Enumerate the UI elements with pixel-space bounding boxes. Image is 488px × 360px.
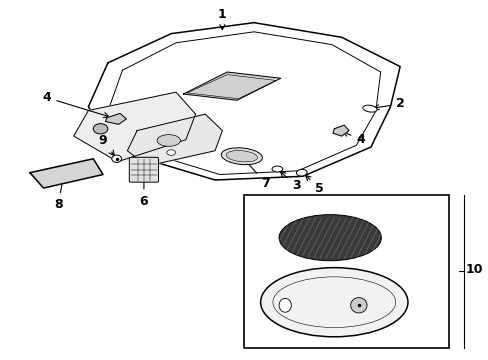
Ellipse shape bbox=[271, 166, 282, 172]
Ellipse shape bbox=[272, 277, 395, 328]
Text: 2: 2 bbox=[373, 98, 404, 111]
Ellipse shape bbox=[362, 105, 376, 112]
Polygon shape bbox=[127, 114, 222, 166]
Text: 12: 12 bbox=[362, 299, 400, 312]
Ellipse shape bbox=[225, 150, 257, 162]
Text: 10: 10 bbox=[465, 263, 483, 276]
Text: 7: 7 bbox=[244, 159, 269, 190]
Text: 11: 11 bbox=[364, 224, 404, 238]
Text: 6: 6 bbox=[139, 177, 148, 208]
Polygon shape bbox=[332, 125, 348, 136]
Polygon shape bbox=[183, 72, 280, 100]
Ellipse shape bbox=[260, 267, 407, 337]
Ellipse shape bbox=[296, 169, 306, 176]
Polygon shape bbox=[74, 92, 195, 162]
Polygon shape bbox=[30, 159, 103, 188]
Text: 3: 3 bbox=[280, 172, 300, 192]
Ellipse shape bbox=[350, 298, 366, 313]
Polygon shape bbox=[88, 23, 399, 180]
Text: 4: 4 bbox=[42, 91, 109, 118]
Ellipse shape bbox=[221, 148, 262, 165]
Ellipse shape bbox=[112, 155, 121, 162]
Ellipse shape bbox=[93, 123, 108, 134]
Bar bbox=[244, 195, 448, 348]
Ellipse shape bbox=[157, 135, 180, 146]
Ellipse shape bbox=[279, 215, 381, 261]
Text: 8: 8 bbox=[54, 177, 65, 211]
Text: 4: 4 bbox=[342, 131, 365, 145]
Text: 1: 1 bbox=[218, 8, 226, 30]
Polygon shape bbox=[105, 113, 126, 124]
Ellipse shape bbox=[279, 298, 291, 312]
Text: 5: 5 bbox=[305, 175, 323, 195]
Text: 9: 9 bbox=[99, 134, 114, 156]
FancyBboxPatch shape bbox=[129, 157, 158, 182]
Ellipse shape bbox=[166, 150, 175, 155]
